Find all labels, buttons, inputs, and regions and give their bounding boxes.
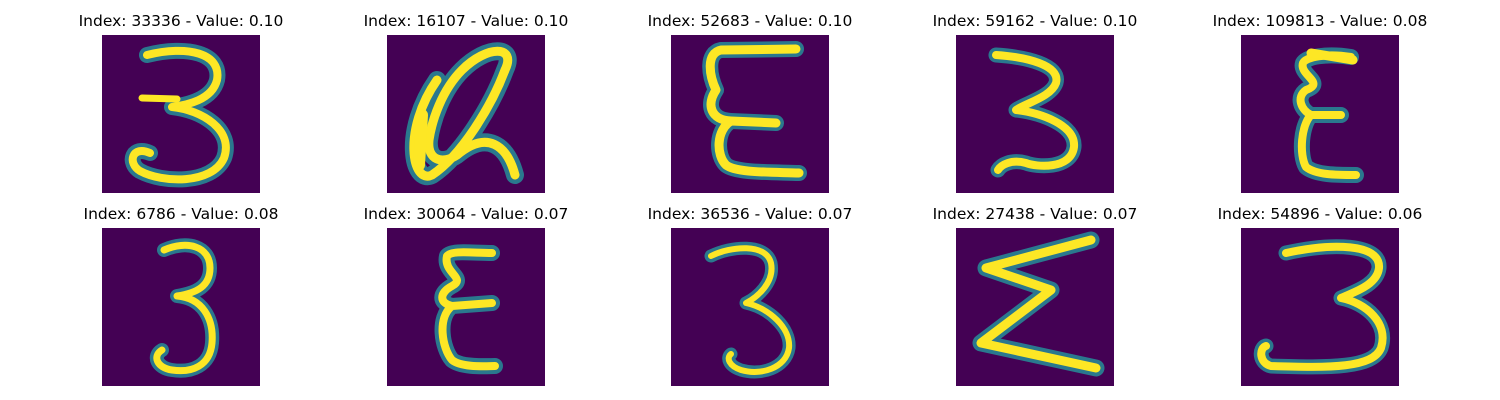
digit-image bbox=[671, 35, 829, 193]
digit-image bbox=[387, 35, 545, 193]
panel-title: Index: 59162 - Value: 0.10 bbox=[932, 12, 1138, 30]
digit-image bbox=[102, 35, 260, 193]
digit-panel-9: Index: 27438 - Value: 0.07 bbox=[915, 205, 1155, 386]
digit-panel-6: Index: 6786 - Value: 0.08 bbox=[61, 205, 301, 386]
digit-panel-4: Index: 59162 - Value: 0.10 bbox=[915, 12, 1155, 193]
digit-panel-5: Index: 109813 - Value: 0.08 bbox=[1200, 12, 1440, 193]
panel-title: Index: 54896 - Value: 0.06 bbox=[1217, 205, 1423, 223]
digit-panel-3: Index: 52683 - Value: 0.10 bbox=[630, 12, 870, 193]
digit-image bbox=[102, 228, 260, 386]
digit-image bbox=[956, 228, 1114, 386]
panel-title: Index: 6786 - Value: 0.08 bbox=[83, 205, 279, 223]
digit-panel-1: Index: 33336 - Value: 0.10 bbox=[61, 12, 301, 193]
digit-image bbox=[1241, 35, 1399, 193]
digit-image bbox=[1241, 228, 1399, 386]
panel-title: Index: 36536 - Value: 0.07 bbox=[647, 205, 853, 223]
panel-title: Index: 30064 - Value: 0.07 bbox=[363, 205, 569, 223]
panel-title: Index: 109813 - Value: 0.08 bbox=[1212, 12, 1428, 30]
digit-panel-10: Index: 54896 - Value: 0.06 bbox=[1200, 205, 1440, 386]
panel-title: Index: 33336 - Value: 0.10 bbox=[78, 12, 284, 30]
panel-title: Index: 52683 - Value: 0.10 bbox=[647, 12, 853, 30]
digit-panel-8: Index: 36536 - Value: 0.07 bbox=[630, 205, 870, 386]
panel-title: Index: 16107 - Value: 0.10 bbox=[363, 12, 569, 30]
digit-image bbox=[956, 35, 1114, 193]
digit-image bbox=[387, 228, 545, 386]
panel-title: Index: 27438 - Value: 0.07 bbox=[932, 205, 1138, 223]
digit-panel-2: Index: 16107 - Value: 0.10 bbox=[346, 12, 586, 193]
digit-image bbox=[671, 228, 829, 386]
digit-panel-7: Index: 30064 - Value: 0.07 bbox=[346, 205, 586, 386]
